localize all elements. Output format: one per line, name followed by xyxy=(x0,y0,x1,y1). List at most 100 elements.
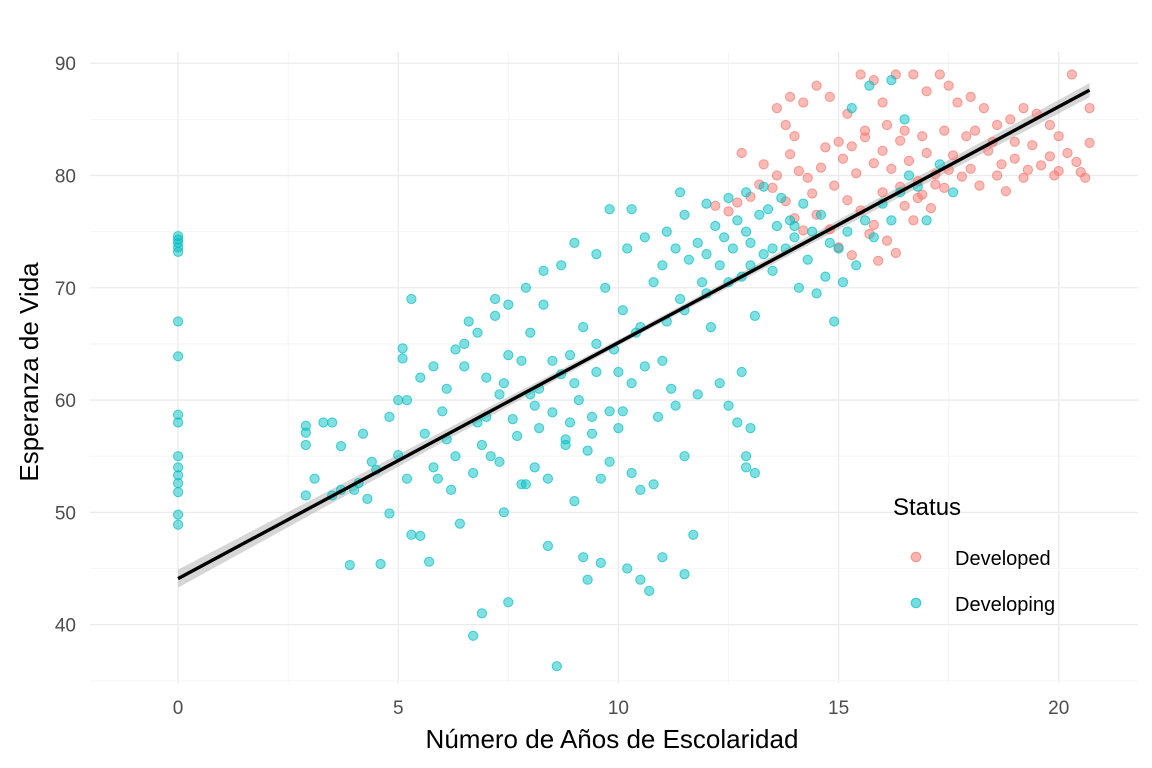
point-developing xyxy=(899,114,910,125)
point-developed xyxy=(829,180,840,191)
point-developed xyxy=(1000,186,1012,197)
point-developed xyxy=(710,200,721,211)
point-developing xyxy=(745,260,756,271)
point-developed xyxy=(1062,147,1073,159)
point-developed xyxy=(868,158,879,169)
point-developed xyxy=(948,150,959,161)
point-developing xyxy=(811,288,822,299)
point-developed xyxy=(1005,114,1016,125)
point-developed xyxy=(802,172,813,183)
point-developing xyxy=(833,243,844,254)
point-developed xyxy=(758,159,769,170)
point-developed xyxy=(992,170,1003,181)
point-developing xyxy=(741,187,752,198)
point-developed xyxy=(1075,167,1086,178)
point-developing xyxy=(415,372,426,383)
point-developing xyxy=(793,282,805,293)
point-developing xyxy=(613,423,624,434)
point-developing xyxy=(714,378,725,389)
point-developing xyxy=(578,322,589,333)
point-developing xyxy=(767,265,778,276)
point-developing xyxy=(864,80,875,91)
y-tick-label: 40 xyxy=(55,616,76,637)
point-developing xyxy=(604,456,615,467)
point-developing xyxy=(503,597,514,608)
point-developing xyxy=(507,414,518,425)
point-developing xyxy=(745,423,756,434)
point-developed xyxy=(934,69,945,80)
point-developed xyxy=(868,219,879,230)
point-developing xyxy=(657,355,668,366)
point-developed xyxy=(1036,160,1047,171)
point-developing xyxy=(741,451,752,462)
point-developing xyxy=(701,198,712,209)
point-developing xyxy=(824,237,835,248)
point-developing xyxy=(569,237,580,248)
point-developing xyxy=(723,400,734,411)
point-developing xyxy=(710,220,721,232)
point-developing xyxy=(542,540,554,552)
point-developing xyxy=(468,630,479,641)
point-developing xyxy=(591,249,602,260)
trend-line xyxy=(177,88,1091,581)
legend: Status Developed Developing xyxy=(893,494,1055,616)
legend-title: Status xyxy=(893,494,961,521)
x-tick-label: 5 xyxy=(393,698,404,719)
point-developed xyxy=(815,162,827,173)
point-developed xyxy=(886,163,897,174)
point-developed xyxy=(820,142,831,153)
point-developed xyxy=(798,97,809,108)
point-developed xyxy=(1053,131,1064,142)
point-developed xyxy=(873,255,884,266)
point-developing xyxy=(173,509,184,520)
point-developed xyxy=(1009,153,1020,164)
point-developed xyxy=(1022,164,1034,175)
point-developing xyxy=(476,439,487,451)
x-tick-label: 10 xyxy=(608,698,629,719)
point-developing xyxy=(820,271,831,282)
point-developing xyxy=(758,249,769,260)
point-developing xyxy=(173,246,184,257)
point-developing xyxy=(666,383,677,394)
point-developing xyxy=(173,478,184,489)
point-developing xyxy=(318,417,329,428)
point-developing xyxy=(837,277,849,288)
point-developing xyxy=(573,395,584,406)
point-developed xyxy=(974,180,985,191)
point-developed xyxy=(793,165,805,177)
point-developing xyxy=(401,473,413,484)
point-developed xyxy=(771,170,783,181)
point-developing xyxy=(705,322,717,333)
point-developing xyxy=(441,383,452,394)
point-developing xyxy=(494,456,505,467)
point-developing xyxy=(948,187,959,198)
x-tick-label: 20 xyxy=(1048,698,1069,719)
point-developing xyxy=(763,204,774,215)
data-points xyxy=(173,69,1095,672)
point-developing xyxy=(300,490,311,501)
x-tick-label: 15 xyxy=(828,698,849,719)
point-developing xyxy=(604,204,615,215)
point-developing xyxy=(679,209,690,220)
point-developing xyxy=(538,299,549,310)
point-developing xyxy=(886,75,897,86)
point-developed xyxy=(1009,136,1020,147)
point-developed xyxy=(921,86,932,97)
point-developing xyxy=(635,574,646,585)
point-developed xyxy=(807,188,818,199)
point-developing xyxy=(675,293,686,305)
point-developing xyxy=(468,467,479,479)
point-developing xyxy=(657,552,668,563)
point-developing xyxy=(921,215,932,226)
point-developing xyxy=(789,232,800,243)
point-developing xyxy=(432,473,443,484)
point-developing xyxy=(309,473,320,484)
point-developing xyxy=(560,434,571,445)
point-developing xyxy=(723,192,734,204)
point-developed xyxy=(785,149,796,160)
point-developing xyxy=(459,361,470,372)
point-developing xyxy=(485,451,496,462)
point-developing xyxy=(692,389,703,400)
point-developing xyxy=(564,350,576,361)
point-developing xyxy=(648,479,659,490)
